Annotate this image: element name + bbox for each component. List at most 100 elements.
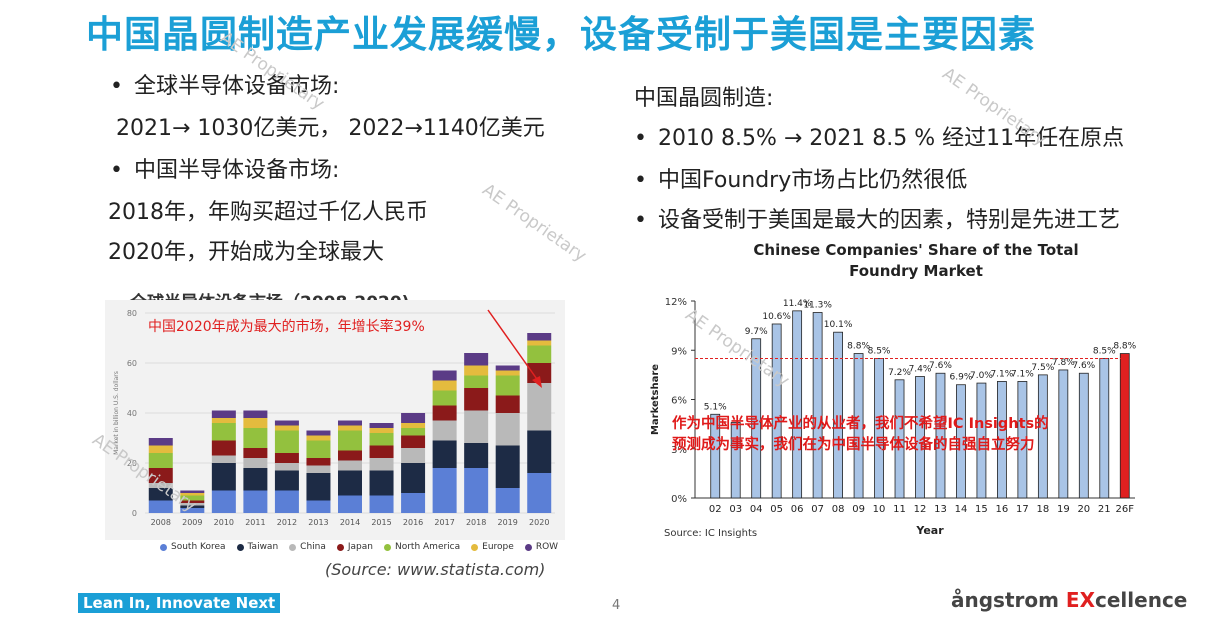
- bar-segment: [432, 420, 457, 441]
- bar-segment: [211, 423, 236, 441]
- bar: [915, 376, 925, 499]
- bar: [997, 381, 1007, 499]
- bar-segment: [274, 420, 299, 426]
- bar-segment: [464, 375, 489, 388]
- bar-segment: [180, 490, 205, 493]
- bar-segment: [274, 463, 299, 471]
- china-wafer-heading: 中国晶圆制造:: [634, 86, 774, 111]
- legend-item: Japan: [336, 542, 373, 552]
- bar: [812, 312, 823, 499]
- china-market-2018: 2018年，年购买超过千亿人民币: [108, 200, 428, 225]
- watermark: AE Proprietary: [478, 180, 590, 267]
- x-tick-label: 06: [791, 504, 804, 515]
- bar-segment: [432, 380, 457, 391]
- bar-segment: [306, 458, 331, 466]
- legend-swatch: [289, 543, 297, 551]
- data-label: 7.8%: [1052, 358, 1075, 368]
- right-chart-title: Chinese Companies' Share of the Total Fo…: [740, 240, 1092, 282]
- bar: [1037, 374, 1048, 499]
- bar-segment: [527, 430, 552, 473]
- bar-segment: [306, 473, 331, 501]
- bar-segment: [306, 500, 331, 513]
- data-label: 11.4%: [783, 299, 812, 309]
- bar-segment: [369, 495, 394, 513]
- bar-segment: [527, 473, 552, 513]
- x-tick-label: 2016: [403, 518, 423, 527]
- x-tick-label: 17: [1016, 504, 1029, 515]
- bar-segment: [148, 453, 173, 468]
- bar-segment: [148, 483, 173, 488]
- bar-segment: [211, 418, 236, 423]
- bar: [751, 338, 762, 499]
- bar: [1099, 358, 1110, 499]
- data-label: 7.1%: [1011, 369, 1034, 379]
- legend-swatch: [236, 543, 244, 551]
- bullet-global-market: 全球半导体设备市场:: [110, 68, 339, 100]
- bar-segment: [338, 450, 362, 461]
- data-label: 7.6%: [1072, 361, 1095, 371]
- bar-segment: [369, 423, 394, 428]
- bar-segment: [495, 365, 520, 371]
- bar-segment: [306, 440, 331, 458]
- bar-segment: [306, 465, 331, 473]
- bar-segment: [495, 370, 520, 376]
- company-logo: ångstrom EXcellence: [951, 588, 1187, 612]
- bar-segment: [211, 490, 236, 513]
- x-tick-label: 02: [709, 504, 722, 515]
- bar-segment: [401, 428, 426, 436]
- bar-segment: [148, 445, 173, 453]
- data-label: 7.1%: [990, 369, 1013, 379]
- data-label: 9.7%: [745, 327, 768, 337]
- annotation-arrowhead: [532, 376, 542, 388]
- x-tick-label: 20: [1077, 504, 1090, 515]
- x-tick-label: 2019: [498, 518, 518, 527]
- red-overlay-text: 作为中国半导体产业的从业者，我们不希望IC Insights的 预测成为事实，我…: [672, 414, 1049, 456]
- bar-segment: [243, 490, 268, 513]
- bar-segment: [211, 463, 236, 491]
- bar-segment: [527, 340, 552, 346]
- bar-segment: [338, 425, 362, 431]
- y-tick-label: 60: [127, 359, 137, 368]
- bar: [833, 331, 843, 499]
- bar-segment: [211, 440, 236, 456]
- x-tick-label: 2017: [434, 518, 454, 527]
- x-tick-label: 03: [729, 504, 742, 515]
- bar: [874, 358, 884, 499]
- left-chart-source: (Source: www.statista.com): [325, 560, 546, 579]
- bar: [710, 413, 721, 499]
- bar-segment: [464, 410, 489, 443]
- x-tick-label: 2008: [151, 518, 171, 527]
- logo-text-rest: cellence: [1095, 588, 1188, 612]
- data-label: 7.0%: [970, 371, 993, 381]
- x-tick-label: 11: [893, 504, 906, 515]
- legend-label: China: [300, 542, 326, 552]
- bar-segment: [338, 460, 362, 471]
- x-tick-label: 2018: [466, 518, 486, 527]
- bar-segment: [527, 383, 552, 431]
- overlay-line1: 作为中国半导体产业的从业者，我们不希望IC Insights的: [672, 416, 1049, 432]
- y-axis-label: Market in billion U.S. dollars: [113, 371, 120, 455]
- page-number: 4: [612, 598, 621, 613]
- bar-segment: [338, 420, 362, 426]
- china-market-2020: 2020年，开始成为全球最大: [108, 240, 384, 265]
- y-tick-label: 20: [127, 459, 137, 468]
- legend-swatch: [160, 543, 167, 551]
- logo-text: ångstrom: [951, 588, 1066, 612]
- bar-segment: [180, 505, 205, 508]
- bar-segment: [495, 395, 520, 413]
- bar-segment: [401, 435, 426, 448]
- legend-label: North America: [394, 542, 461, 552]
- bar-segment: [338, 430, 362, 451]
- bar-segment: [369, 458, 394, 471]
- bar: [1017, 381, 1028, 499]
- bar: [1058, 369, 1069, 499]
- legend-swatch: [383, 543, 391, 551]
- bar-segment: [243, 468, 268, 491]
- x-tick-label: 09: [852, 504, 865, 515]
- bar-segment: [243, 428, 268, 448]
- y-axis-label: Marketshare: [650, 364, 661, 435]
- bar-segment: [495, 445, 520, 488]
- bar-segment: [243, 410, 268, 418]
- bar-segment: [432, 370, 457, 381]
- bar-segment: [401, 413, 426, 423]
